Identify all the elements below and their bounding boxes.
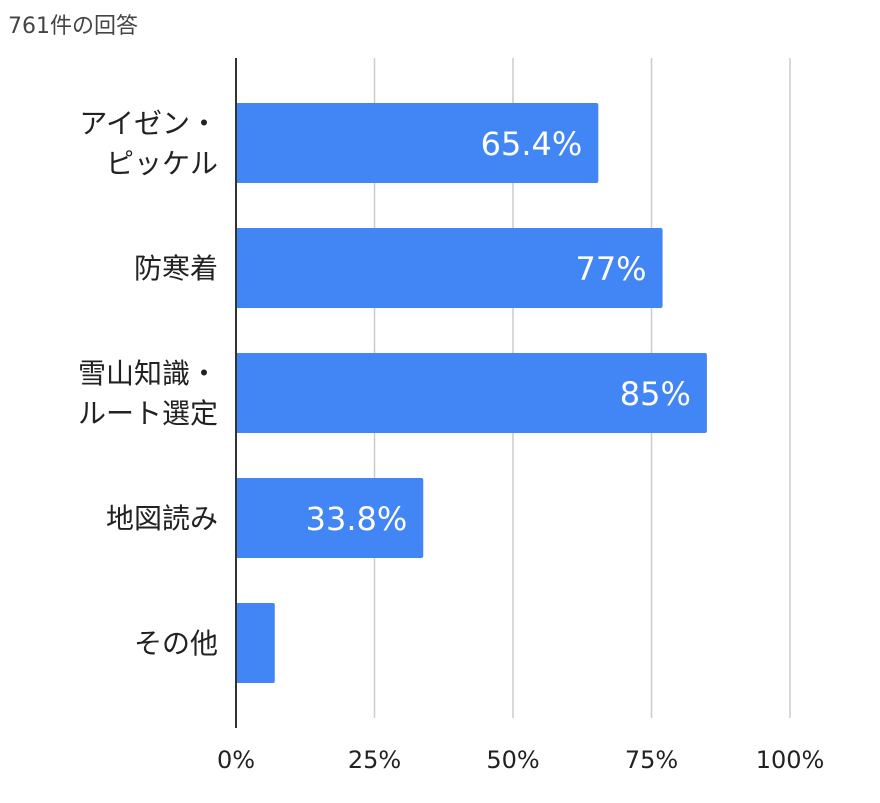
data-label: 65.4% (481, 125, 583, 163)
bar (236, 103, 599, 183)
category-label: 地図読み (106, 502, 218, 535)
category-label: 防寒着 (134, 252, 218, 285)
x-tick-label: 50% (486, 746, 539, 774)
data-label: 77% (575, 250, 646, 288)
bars: 65.4% 77% 85% 33.8% (236, 103, 707, 683)
bar (236, 353, 707, 433)
x-tick-labels: 0% 25% 50% 75% 100% (217, 746, 824, 774)
x-tick-label: 25% (348, 746, 401, 774)
data-label: 85% (620, 375, 691, 413)
data-label: 33.8% (306, 500, 408, 538)
category-label: ピッケル (106, 147, 218, 180)
bar (236, 228, 663, 308)
category-label: アイゼン・ (79, 107, 218, 140)
category-label: 雪山知識・ (78, 357, 218, 390)
category-label: ルート選定 (78, 397, 218, 430)
bar (236, 603, 275, 683)
x-tick-label: 0% (217, 746, 255, 774)
bar (236, 478, 424, 558)
category-label: その他 (134, 627, 218, 660)
response-count: 761件の回答 (8, 14, 138, 39)
x-tick-label: 75% (625, 746, 678, 774)
x-tick-label: 100% (756, 746, 825, 774)
